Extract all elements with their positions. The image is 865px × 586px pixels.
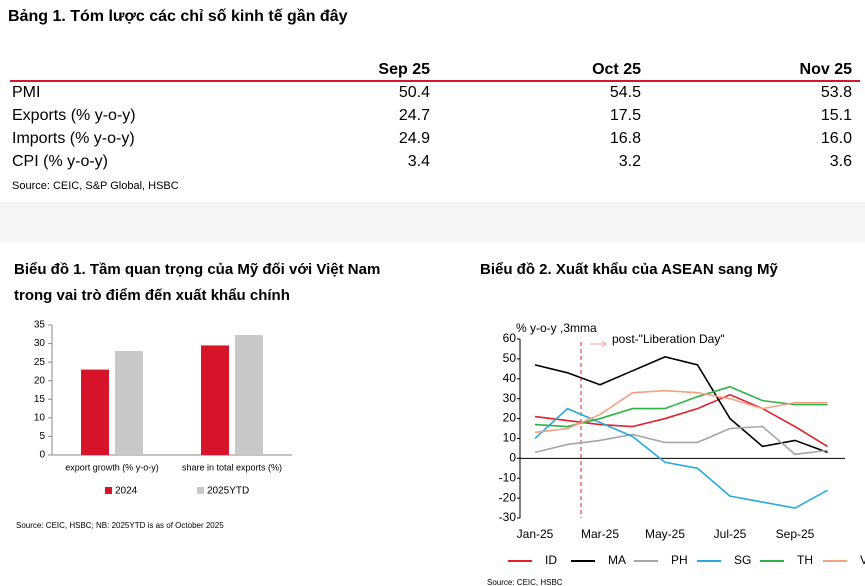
cell: 24.9: [399, 130, 430, 147]
y-tick-label: 35: [34, 320, 46, 331]
cell: 54.5: [610, 84, 641, 101]
legend-label: 2024: [115, 486, 138, 497]
bar: [235, 335, 263, 455]
y-tick-label: 60: [503, 331, 517, 345]
y-tick-label: 20: [503, 411, 517, 425]
table-title: Bảng 1. Tóm lược các chỉ số kinh tế gần …: [8, 8, 348, 25]
y-tick-label: 10: [34, 412, 46, 423]
legend-label: VN: [860, 553, 865, 567]
y-tick-label: 25: [34, 357, 46, 368]
cell: 16.8: [610, 130, 641, 147]
x-tick-label: Jul-25: [714, 527, 747, 541]
row-label: CPI (% y-o-y): [12, 153, 108, 170]
separator-band: [0, 202, 865, 242]
y-tick-label: -10: [499, 470, 517, 484]
y-tick-label: 30: [503, 391, 517, 405]
x-tick-label: Sep-25: [776, 527, 815, 541]
legend-label: PH: [671, 553, 688, 567]
y-tick-label: 10: [503, 431, 517, 445]
annotation: post-"Liberation Day": [612, 332, 725, 346]
x-tick-label: May-25: [645, 527, 685, 541]
cell: 3.6: [830, 153, 852, 170]
bar: [81, 369, 109, 455]
arrow: [590, 340, 607, 348]
y-tick-label: 30: [34, 338, 46, 349]
chart-title: Biểu đồ 2. Xuất khẩu của ASEAN sang Mỹ: [480, 261, 778, 278]
line: [534, 407, 828, 509]
y-tick-label: 15: [34, 394, 46, 405]
row-label: PMI: [12, 84, 40, 101]
cell: 50.4: [399, 84, 430, 101]
column-header: Nov 25: [800, 61, 853, 78]
y-axis-title: % y-o-y ,3mma: [516, 321, 597, 335]
column-header: Sep 25: [378, 61, 430, 78]
cell: 3.2: [619, 153, 641, 170]
legend-label: SG: [734, 553, 751, 567]
table-source: Source: CEIC, S&P Global, HSBC: [12, 180, 179, 192]
cell: 16.0: [821, 130, 852, 147]
y-tick-label: -30: [499, 510, 517, 524]
legend-label: TH: [797, 553, 813, 567]
y-tick-label: 0: [509, 451, 516, 465]
cell: 3.4: [408, 153, 430, 170]
line: [534, 385, 828, 428]
y-tick-label: 40: [503, 371, 517, 385]
legend-label: ID: [545, 553, 557, 567]
cell: 15.1: [821, 107, 852, 124]
x-tick-label: share in total exports (%): [182, 462, 282, 472]
y-tick-label: -20: [499, 490, 517, 504]
column-header: Oct 25: [592, 61, 641, 78]
x-tick-label: export growth (% y-o-y): [65, 462, 159, 472]
chart-title: trong vai trò điểm đến xuất khẩu chính: [14, 287, 290, 304]
line: [534, 389, 828, 434]
legend-label: MA: [608, 553, 626, 567]
line: [534, 425, 828, 456]
cell: 24.7: [399, 107, 430, 124]
chart-note: Source: CEIC, HSBC; NB: 2025YTD is as of…: [16, 521, 224, 530]
row-label: Imports (% y-o-y): [12, 130, 135, 147]
bar: [201, 345, 229, 455]
cell: 17.5: [610, 107, 641, 124]
chart-note: Source: CEIC, HSBC: [487, 578, 563, 586]
legend-swatch: [105, 487, 112, 494]
y-tick-label: 20: [34, 375, 46, 386]
y-tick-label: 5: [39, 431, 45, 442]
x-tick-label: Mar-25: [581, 527, 619, 541]
legend-swatch: [197, 487, 204, 494]
y-tick-label: 0: [39, 450, 45, 461]
row-label: Exports (% y-o-y): [12, 107, 136, 124]
bar: [115, 351, 143, 455]
chart-title: Biểu đồ 1. Tầm quan trọng của Mỹ đối với…: [14, 261, 380, 278]
x-tick-label: Jan-25: [517, 527, 554, 541]
cell: 53.8: [821, 84, 852, 101]
y-tick-label: 50: [503, 351, 517, 365]
legend-label: 2025YTD: [207, 486, 249, 497]
line: [534, 356, 828, 454]
